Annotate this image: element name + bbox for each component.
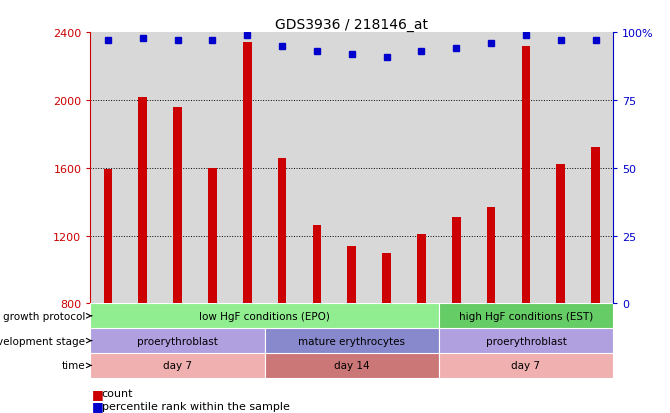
Bar xyxy=(452,217,461,304)
Bar xyxy=(160,33,195,304)
Bar xyxy=(265,353,439,378)
Text: proerythroblast: proerythroblast xyxy=(486,336,566,346)
Bar xyxy=(439,33,474,304)
Text: time: time xyxy=(62,361,85,370)
Bar xyxy=(522,47,531,304)
Bar xyxy=(417,234,426,304)
Bar xyxy=(439,304,613,328)
Text: mature erythrocytes: mature erythrocytes xyxy=(298,336,405,346)
Bar xyxy=(208,169,217,304)
Text: ■: ■ xyxy=(92,387,104,400)
Bar xyxy=(313,225,322,304)
Bar xyxy=(509,33,543,304)
Title: GDS3936 / 218146_at: GDS3936 / 218146_at xyxy=(275,18,428,32)
Bar xyxy=(243,43,252,304)
Bar xyxy=(578,33,613,304)
Text: day 7: day 7 xyxy=(163,361,192,370)
Bar xyxy=(90,328,265,353)
Text: ■: ■ xyxy=(92,399,104,412)
Bar xyxy=(348,246,356,304)
Bar xyxy=(278,158,287,304)
Text: development stage: development stage xyxy=(0,336,85,346)
Bar xyxy=(474,33,509,304)
Text: low HgF conditions (EPO): low HgF conditions (EPO) xyxy=(199,311,330,321)
Bar xyxy=(543,33,578,304)
Bar xyxy=(139,97,147,304)
Bar xyxy=(103,170,112,304)
Bar xyxy=(439,328,613,353)
Bar xyxy=(439,353,613,378)
Bar xyxy=(173,107,182,304)
Bar xyxy=(557,165,565,304)
Bar xyxy=(334,33,369,304)
Bar xyxy=(265,328,439,353)
Text: day 7: day 7 xyxy=(511,361,541,370)
Bar xyxy=(404,33,439,304)
Bar xyxy=(90,33,125,304)
Text: day 14: day 14 xyxy=(334,361,370,370)
Text: proerythroblast: proerythroblast xyxy=(137,336,218,346)
Bar xyxy=(265,33,299,304)
Bar xyxy=(486,207,496,304)
Bar xyxy=(369,33,404,304)
Text: growth protocol: growth protocol xyxy=(3,311,85,321)
Bar xyxy=(90,353,265,378)
Text: percentile rank within the sample: percentile rank within the sample xyxy=(102,401,289,411)
Text: count: count xyxy=(102,388,133,398)
Bar xyxy=(230,33,265,304)
Text: high HgF conditions (EST): high HgF conditions (EST) xyxy=(459,311,593,321)
Bar xyxy=(195,33,230,304)
Bar xyxy=(382,254,391,304)
Bar xyxy=(90,304,439,328)
Bar xyxy=(125,33,160,304)
Bar xyxy=(592,148,600,304)
Bar xyxy=(299,33,334,304)
